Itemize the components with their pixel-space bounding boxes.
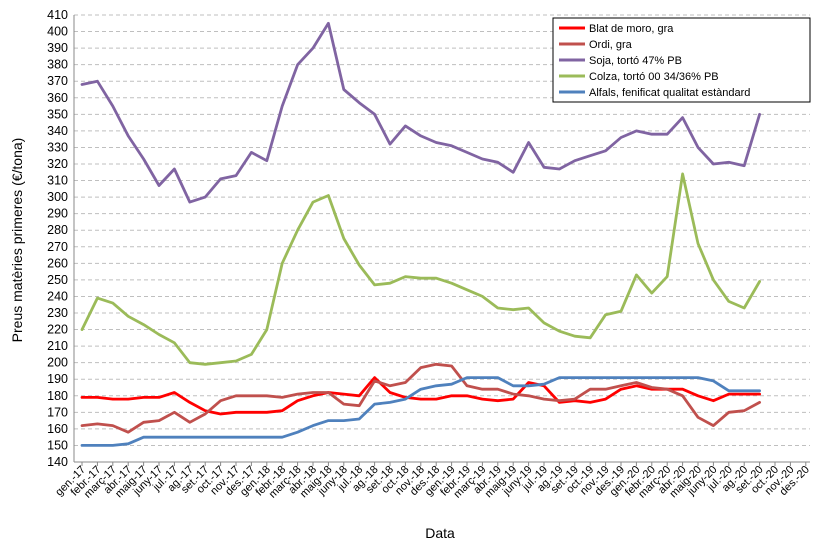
line-series xyxy=(80,376,761,416)
y-tick-label: 160 xyxy=(47,422,68,436)
line-series xyxy=(80,376,761,447)
y-axis-title: Preus matèries primeres (€/tona) xyxy=(9,138,25,343)
y-tick-label: 300 xyxy=(47,190,68,204)
y-tick-label: 410 xyxy=(47,8,68,22)
legend-box xyxy=(552,17,811,103)
y-tick-label: 290 xyxy=(47,207,68,221)
y-tick-label: 350 xyxy=(47,107,68,121)
legend-label: Alfals, fenificat qualitat estàndard xyxy=(589,87,750,99)
line-series xyxy=(80,362,761,434)
y-tick-label: 400 xyxy=(47,25,68,39)
y-tick-label: 380 xyxy=(47,58,68,72)
legend-label: Colza, tortó 00 34/36% PB xyxy=(589,71,719,83)
y-tick-label: 370 xyxy=(47,74,68,88)
y-tick-label: 360 xyxy=(47,91,68,105)
y-tick-label: 190 xyxy=(47,372,68,386)
line-series xyxy=(80,172,761,366)
x-axis-title: Data xyxy=(425,525,455,541)
y-tick-label: 270 xyxy=(47,240,68,254)
y-tick-label: 280 xyxy=(47,223,68,237)
y-tick-label: 230 xyxy=(47,306,68,320)
y-tick-label: 180 xyxy=(47,389,68,403)
y-tick-label: 330 xyxy=(47,140,68,154)
line-series xyxy=(80,21,761,204)
y-tick-label: 250 xyxy=(47,273,68,287)
y-tick-label: 390 xyxy=(47,41,68,55)
y-tick-label: 340 xyxy=(47,124,68,138)
y-tick-label: 260 xyxy=(47,256,68,270)
y-tick-label: 170 xyxy=(47,405,68,419)
y-tick-label: 210 xyxy=(47,339,68,353)
y-tick-label: 140 xyxy=(47,455,68,469)
y-tick-label: 150 xyxy=(47,438,68,452)
legend-label: Blat de moro, gra xyxy=(589,23,674,35)
y-tick-label: 310 xyxy=(47,174,68,188)
y-tick-label: 320 xyxy=(47,157,68,171)
legend-label: Soja, tortó 47% PB xyxy=(589,55,682,67)
y-tick-label: 240 xyxy=(47,289,68,303)
y-tick-label: 200 xyxy=(47,356,68,370)
y-tick-label: 220 xyxy=(47,323,68,337)
legend-label: Ordi, gra xyxy=(589,39,633,51)
